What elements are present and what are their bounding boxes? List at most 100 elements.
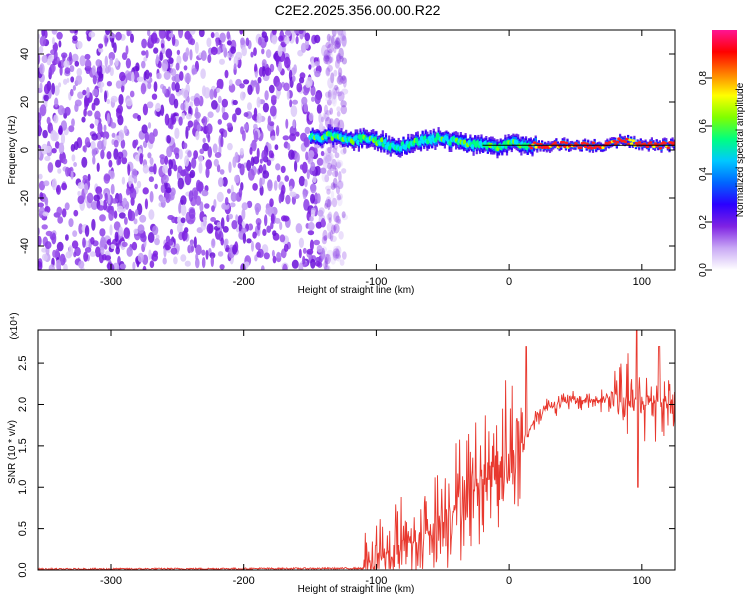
- noise-blob: [331, 94, 337, 107]
- noise-blob: [104, 90, 107, 103]
- noise-blob: [68, 51, 72, 62]
- noise-blob: [326, 188, 331, 195]
- noise-blob: [92, 156, 96, 165]
- noise-blob: [174, 127, 180, 139]
- y-tick-label: 40: [19, 48, 31, 60]
- noise-blob: [77, 190, 81, 197]
- noise-blob: [327, 89, 332, 100]
- noise-blob: [309, 216, 314, 222]
- noise-blob: [262, 65, 266, 78]
- noise-blob: [42, 211, 49, 217]
- noise-blob: [215, 37, 219, 47]
- noise-blob: [341, 30, 347, 40]
- noise-blob: [211, 100, 218, 110]
- noise-blob: [221, 105, 226, 115]
- noise-blob: [333, 47, 337, 54]
- noise-blob: [91, 102, 96, 111]
- noise-blob: [166, 30, 172, 42]
- signal-core-point: [553, 141, 558, 145]
- noise-blob: [324, 265, 330, 270]
- noise-blob: [95, 246, 101, 258]
- noise-blob: [327, 162, 333, 170]
- noise-blob: [266, 225, 272, 233]
- noise-blob: [71, 53, 79, 63]
- noise-blob: [224, 197, 229, 206]
- noise-blob: [264, 90, 269, 101]
- noise-blob: [312, 175, 317, 183]
- x-tick-label: 0: [506, 575, 512, 587]
- noise-blob: [162, 174, 169, 183]
- noise-blob: [131, 241, 138, 251]
- noise-blob: [126, 31, 131, 37]
- noise-blob: [327, 211, 333, 221]
- noise-blob: [149, 260, 155, 269]
- noise-blob: [195, 244, 202, 256]
- noise-blob: [195, 195, 201, 206]
- noise-blob: [160, 43, 165, 49]
- noise-blob: [100, 149, 105, 160]
- noise-blob: [207, 111, 214, 118]
- noise-blob: [152, 128, 158, 137]
- noise-blob: [125, 187, 130, 196]
- noise-blob: [334, 37, 342, 48]
- noise-blob: [146, 101, 154, 109]
- noise-blob: [149, 191, 154, 203]
- noise-blob: [205, 249, 209, 260]
- noise-blob: [38, 53, 41, 65]
- noise-blob: [65, 166, 70, 177]
- noise-blob: [289, 99, 293, 108]
- noise-blob: [253, 130, 259, 143]
- noise-blob: [164, 113, 170, 126]
- noise-blob: [188, 190, 194, 202]
- noise-blob: [316, 157, 324, 166]
- noise-blob: [82, 237, 86, 248]
- noise-blob: [296, 82, 303, 93]
- noise-blob: [315, 260, 321, 267]
- noise-blob: [38, 126, 42, 137]
- noise-blob: [54, 97, 59, 108]
- noise-blob: [241, 46, 247, 57]
- noise-blob: [84, 225, 90, 237]
- noise-blob: [330, 90, 334, 102]
- noise-blob: [75, 74, 83, 85]
- noise-blob: [278, 61, 282, 73]
- y-tick-label: 1.5: [17, 438, 29, 453]
- noise-blob: [168, 32, 174, 38]
- noise-blob: [123, 125, 128, 134]
- noise-blob: [74, 99, 82, 107]
- noise-blob: [100, 246, 105, 256]
- noise-blob: [245, 37, 250, 47]
- noise-blob: [205, 159, 212, 170]
- colorbar: 0.0 0.2 0.4 0.6 0.8 Normalized spectral ampl…: [698, 30, 746, 277]
- noise-blob: [330, 182, 336, 191]
- noise-blob: [159, 154, 165, 160]
- colorbar-title: Normalized spectral amplitude: [735, 82, 746, 217]
- snr-x-axis-title: Height of straight line (km): [298, 584, 415, 595]
- noise-blob: [173, 73, 181, 83]
- noise-blob: [113, 221, 121, 231]
- noise-blob: [239, 147, 244, 156]
- noise-blob: [226, 40, 232, 46]
- noise-blob: [226, 31, 231, 40]
- noise-blob: [59, 253, 66, 266]
- noise-blob: [41, 30, 46, 37]
- noise-blob: [223, 129, 228, 138]
- noise-blob: [181, 112, 185, 120]
- noise-blob: [325, 96, 332, 102]
- noise-blob: [142, 103, 148, 116]
- noise-blob: [154, 183, 158, 190]
- noise-blob: [177, 216, 182, 224]
- noise-blob: [44, 155, 51, 162]
- noise-blob: [228, 79, 233, 86]
- noise-blob: [243, 112, 249, 118]
- noise-blob: [184, 260, 191, 267]
- noise-blob: [284, 36, 290, 45]
- noise-blob: [302, 255, 306, 265]
- noise-blob: [333, 225, 337, 231]
- noise-blob: [337, 33, 345, 40]
- noise-blob: [276, 174, 281, 183]
- noise-blob: [180, 217, 186, 224]
- noise-blob: [196, 227, 203, 234]
- noise-blob: [309, 239, 314, 251]
- noise-blob: [289, 133, 296, 142]
